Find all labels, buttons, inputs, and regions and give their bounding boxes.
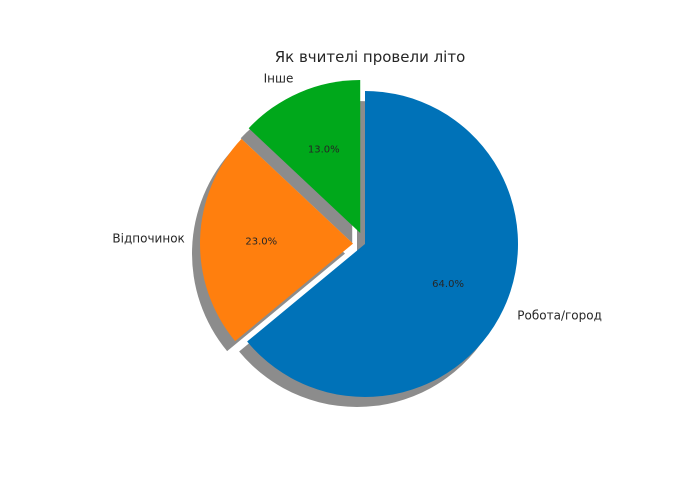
- category-label-відпочинок: Відпочинок: [112, 231, 184, 245]
- category-label-робота-город: Робота/город: [517, 309, 602, 323]
- slice-відпочинок: [200, 138, 354, 342]
- pct-label-відпочинок: 23.0%: [245, 237, 277, 248]
- pct-label-робота-город: 64.0%: [432, 279, 464, 290]
- chart-title: Як вчителі провели літо: [275, 48, 466, 66]
- category-label-інше: Інше: [264, 72, 294, 86]
- slice-інше: [248, 79, 361, 233]
- slices-layer: [200, 79, 518, 397]
- pct-label-інше: 13.0%: [308, 145, 340, 156]
- labels-layer: 64.0% Робота/город 23.0% Відпочинок 13.0% Інш…: [112, 72, 601, 323]
- slice-робота-город: [247, 91, 518, 397]
